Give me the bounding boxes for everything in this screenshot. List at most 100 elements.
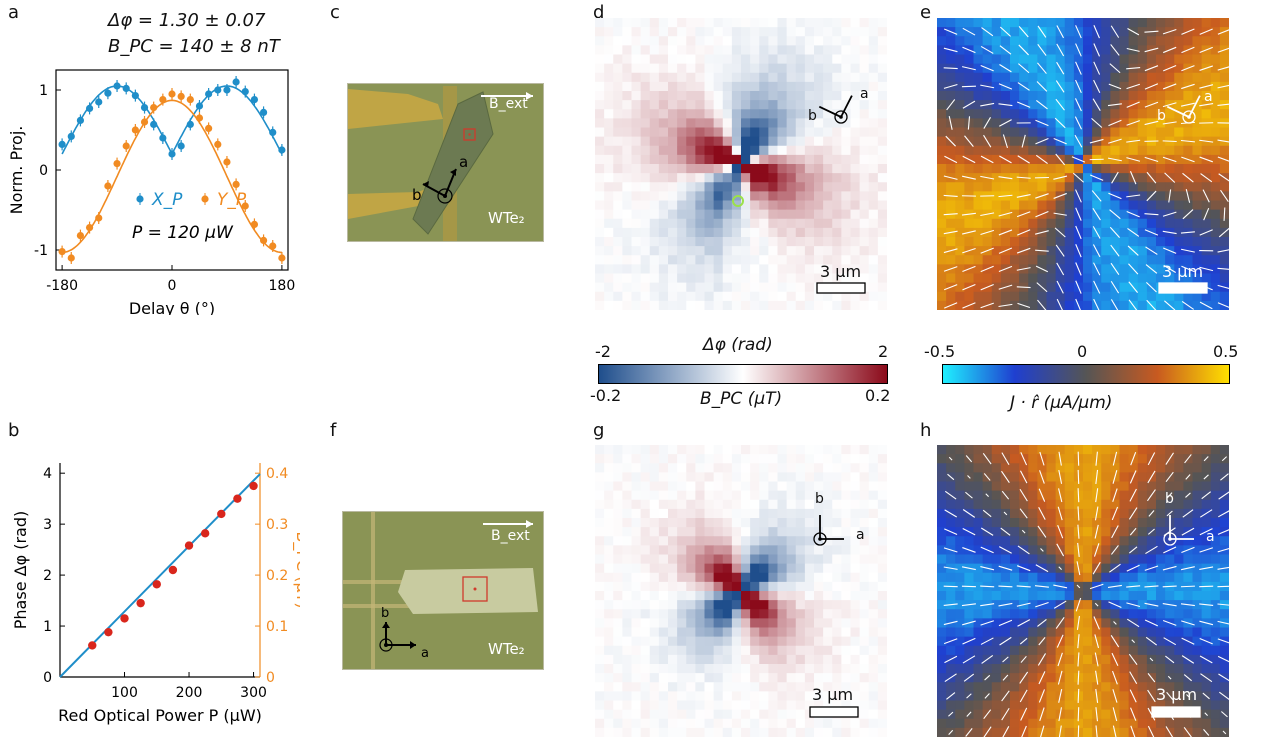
map-pixel	[631, 109, 642, 119]
map-pixel	[1165, 554, 1175, 565]
current-arrow	[1202, 692, 1210, 700]
axis-a-c: a	[459, 153, 469, 171]
map-pixel	[1110, 91, 1120, 101]
map-pixel	[713, 154, 724, 165]
map-pixel	[973, 454, 984, 464]
map-pixel	[1092, 718, 1102, 729]
map-pixel	[964, 36, 974, 46]
map-pixel	[1119, 545, 1130, 555]
map-pixel	[1083, 536, 1093, 546]
map-pixel	[658, 627, 669, 638]
map-pixel	[686, 563, 696, 574]
map-pixel	[841, 536, 851, 546]
map-pixel	[731, 127, 742, 138]
map-pixel	[668, 227, 678, 238]
map-pixel	[877, 572, 887, 583]
map-pixel	[759, 727, 769, 737]
map-pixel	[1110, 237, 1120, 247]
map-pixel	[695, 227, 705, 238]
map-pixel	[946, 218, 956, 229]
map-pixel	[1156, 454, 1166, 464]
map-pixel	[823, 563, 833, 574]
map-pixel	[1165, 255, 1175, 265]
panel-label-b: b	[8, 420, 20, 441]
map-pixel	[1174, 246, 1184, 256]
map-pixel	[991, 282, 1002, 293]
map-pixel	[955, 508, 965, 519]
map-pixel	[1137, 581, 1148, 592]
map-pixel	[713, 700, 724, 711]
map-pixel	[622, 255, 632, 265]
map-pixel	[622, 654, 632, 665]
map-pixel	[1119, 191, 1130, 201]
map-pixel	[850, 472, 861, 482]
map-pixel	[850, 36, 861, 46]
map-pixel	[795, 636, 806, 647]
map-pixel	[1064, 645, 1075, 656]
map-pixel	[1210, 18, 1221, 28]
map-pixel	[668, 282, 678, 293]
map-pixel	[1137, 700, 1148, 711]
map-pixel	[859, 200, 870, 211]
map-pixel	[804, 109, 815, 119]
map-pixel	[823, 609, 833, 619]
map-pixel	[823, 182, 833, 192]
map-pixel	[713, 499, 724, 510]
current-arrow	[1199, 528, 1213, 536]
map-pixel	[777, 499, 788, 510]
current-arrow	[1038, 689, 1046, 703]
map-pixel	[795, 563, 806, 574]
map-pixel	[973, 209, 984, 220]
map-pixel	[1092, 554, 1102, 565]
map-pixel	[1201, 591, 1212, 601]
map-pixel	[1019, 18, 1029, 28]
scale-label-g: 3 μm	[812, 685, 854, 704]
current-arrow	[1111, 525, 1119, 539]
current-arrow	[1181, 265, 1195, 273]
current-arrow	[1129, 671, 1138, 685]
map-pixel	[841, 237, 851, 247]
map-pixel	[613, 100, 623, 110]
map-pixel	[1201, 237, 1212, 247]
map-pixel	[649, 563, 660, 574]
map-pixel	[859, 237, 870, 247]
map-pixel	[604, 581, 614, 592]
map-pixel	[713, 600, 724, 610]
map-pixel	[1119, 709, 1130, 720]
current-arrow	[1075, 43, 1082, 57]
data-point	[250, 220, 259, 228]
map-pixel	[1128, 91, 1139, 101]
map-pixel	[631, 264, 642, 274]
map-pixel	[1037, 164, 1047, 174]
map-pixel	[877, 591, 887, 601]
map-pixel	[704, 700, 715, 711]
map-pixel	[622, 127, 632, 138]
map-pixel	[631, 691, 642, 701]
map-pixel	[1183, 273, 1193, 284]
map-pixel	[1064, 27, 1075, 37]
map-pixel	[1210, 627, 1221, 638]
map-pixel	[1156, 518, 1166, 528]
map-pixel	[1010, 727, 1020, 737]
map-pixel	[1028, 182, 1038, 192]
map-pixel	[1101, 572, 1111, 583]
map-pixel	[868, 527, 879, 537]
map-pixel	[722, 237, 733, 247]
map-pixel	[1010, 145, 1020, 156]
map-pixel	[722, 300, 733, 310]
map-pixel	[1174, 445, 1184, 455]
map-pixel	[1010, 127, 1020, 138]
map-pixel	[1119, 227, 1130, 238]
map-pixel	[695, 472, 705, 482]
map-pixel	[841, 255, 851, 265]
map-pixel	[713, 572, 724, 583]
map-pixel	[704, 54, 715, 65]
map-pixel	[1028, 109, 1038, 119]
map-pixel	[877, 554, 887, 565]
map-pixel	[713, 237, 724, 247]
map-pixel	[786, 536, 797, 546]
current-arrow	[1035, 564, 1049, 573]
map-pixel	[850, 100, 861, 110]
map-pixel	[1210, 545, 1221, 555]
map-pixel	[1146, 718, 1157, 729]
